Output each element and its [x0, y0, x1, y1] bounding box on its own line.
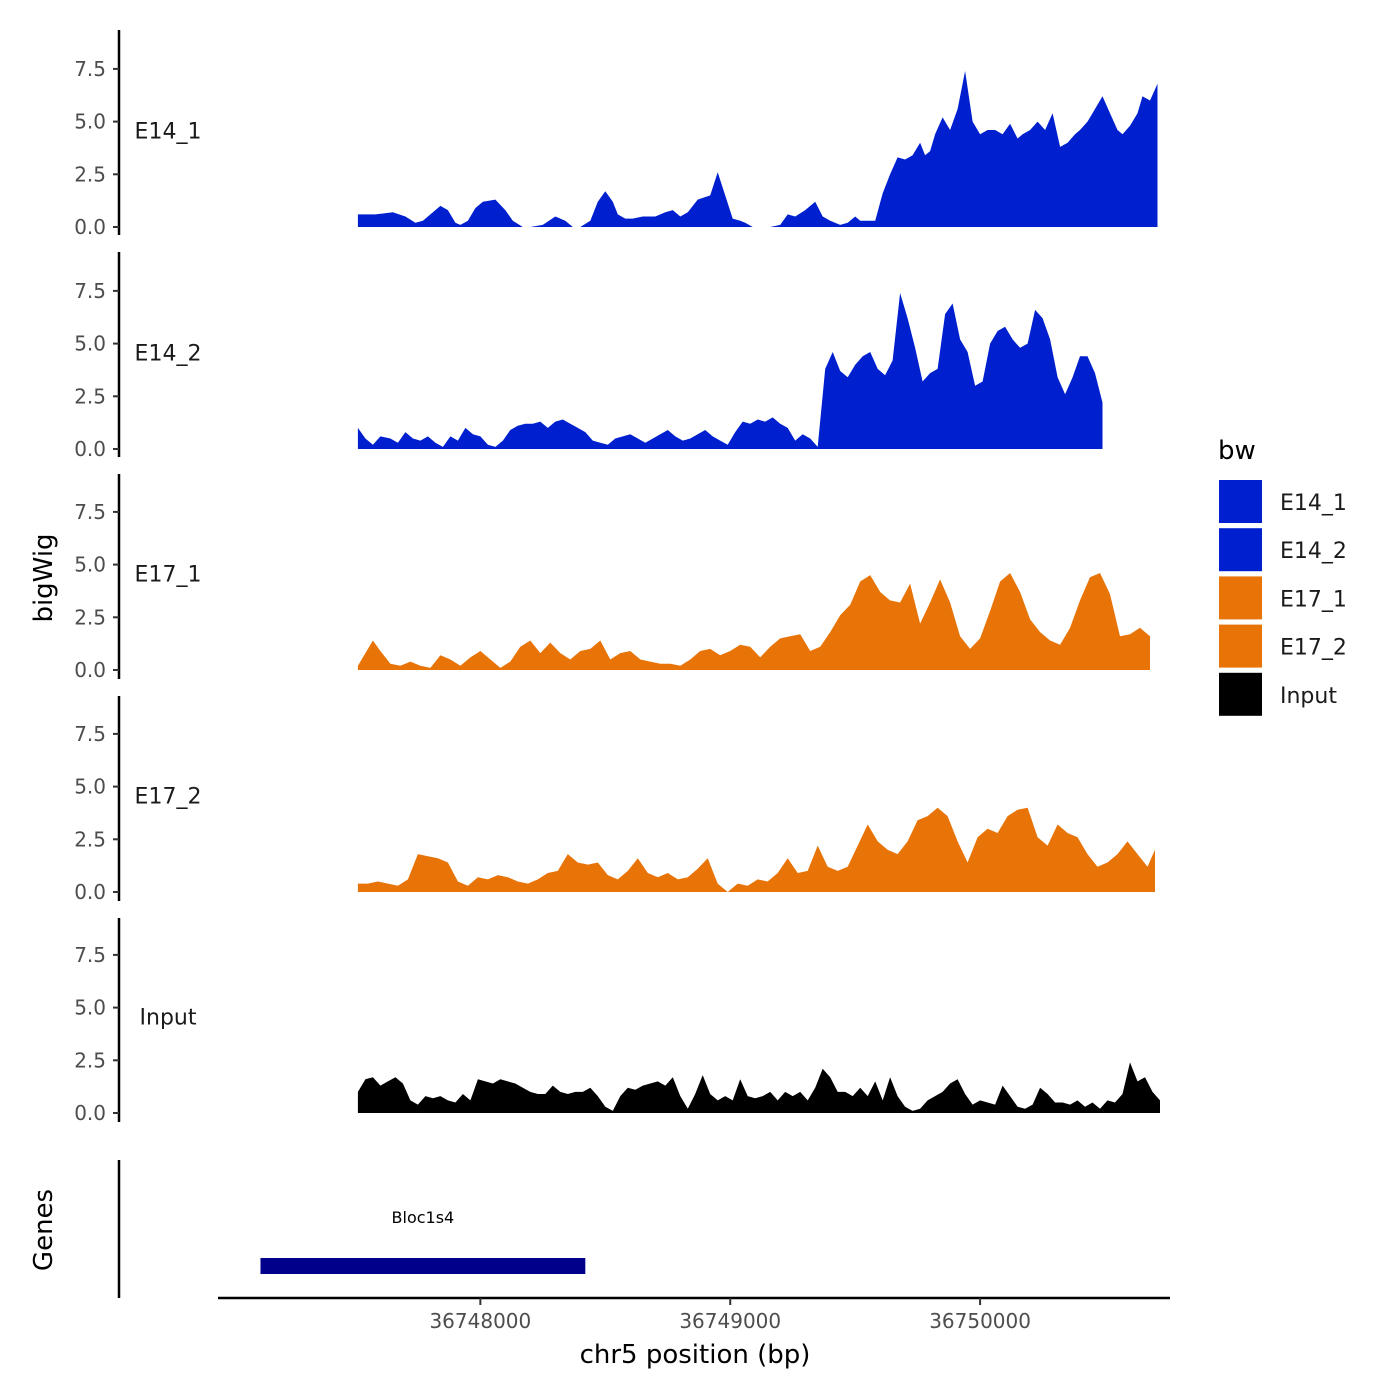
track-label: E17_2	[135, 784, 202, 809]
signal-area-e17-1	[357, 573, 1150, 670]
legend-swatch-input	[1219, 672, 1262, 716]
y-tick-label: 0.0	[74, 658, 106, 682]
y-tick-label: 7.5	[74, 500, 106, 524]
gene-bloc1s4	[260, 1258, 586, 1274]
signal-area-e14-1	[357, 71, 1158, 227]
signal-area-input	[357, 1062, 1160, 1113]
legend-swatch-e17-1	[1219, 576, 1262, 620]
x-tick-label: 36750000	[929, 1309, 1031, 1333]
x-axis: 36748000 36749000 36750000	[218, 1296, 1170, 1333]
track-e17-2: 0.0 2.5 5.0 7.5 E17_2	[74, 696, 1155, 904]
y-tick-label: 0.0	[74, 880, 106, 904]
track-input: 0.0 2.5 5.0 7.5 Input	[74, 918, 1160, 1125]
track-label: Input	[140, 1005, 197, 1030]
y-tick-label: 7.5	[74, 279, 106, 303]
y-tick-label: 2.5	[74, 162, 106, 186]
track-e17-1: 0.0 2.5 5.0 7.5 E17_1	[74, 474, 1150, 682]
y-tick-label: 0.0	[74, 437, 106, 461]
y-tick-label: 2.5	[74, 384, 106, 408]
y-tick-label: 5.0	[74, 332, 106, 356]
track-label: E14_2	[135, 341, 202, 366]
legend-swatch-e17-2	[1219, 624, 1262, 668]
legend-label-e14-2: E14_2	[1280, 539, 1347, 564]
legend-title: bw	[1218, 436, 1256, 466]
track-e14-2: 0.0 2.5 5.0 7.5 E14_2	[74, 252, 1103, 461]
y-tick-label: 7.5	[74, 722, 106, 746]
legend-swatch-e14-1	[1219, 480, 1262, 523]
y-tick-label: 5.0	[74, 775, 106, 799]
y-tick-label: 2.5	[74, 605, 106, 629]
legend: bw E14_1 E14_2 E17_1 E17_2 Input	[1218, 436, 1347, 716]
y-tick-label: 0.0	[74, 1101, 106, 1125]
y-tick-label: 2.5	[74, 1048, 106, 1072]
genes-track: Bloc1s4	[117, 1160, 586, 1298]
genes-axis-title: Genes	[29, 1189, 59, 1271]
y-tick-label: 2.5	[74, 827, 106, 851]
y-tick-label: 7.5	[74, 943, 106, 967]
legend-label-e17-2: E17_2	[1280, 636, 1347, 661]
signal-tracks: 0.0 2.5 5.0 7.5 E14_1 0.0 2.5 5.0 7.5 E14_2 0.0 2.5…	[74, 30, 1160, 1125]
legend-swatch-e14-2	[1219, 528, 1262, 572]
x-tick-label: 36748000	[429, 1309, 531, 1333]
track-e14-1: 0.0 2.5 5.0 7.5 E14_1	[74, 30, 1158, 239]
x-tick-label: 36749000	[679, 1309, 781, 1333]
signal-area-e14-2	[357, 293, 1103, 449]
y-tick-label: 5.0	[74, 110, 106, 134]
legend-label-e14-1: E14_1	[1280, 491, 1347, 516]
legend-label-e17-1: E17_1	[1280, 587, 1347, 612]
legend-label-input: Input	[1280, 684, 1337, 709]
y-tick-label: 7.5	[74, 57, 106, 81]
gene-label: Bloc1s4	[392, 1208, 455, 1227]
track-label: E14_1	[135, 119, 202, 144]
x-axis-title: chr5 position (bp)	[580, 1340, 811, 1370]
y-tick-label: 5.0	[74, 996, 106, 1020]
y-tick-label: 0.0	[74, 215, 106, 239]
track-label: E17_1	[135, 562, 202, 587]
signal-area-e17-2	[357, 807, 1155, 892]
y-tick-label: 5.0	[74, 553, 106, 577]
y-axis-title: bigWig	[29, 533, 59, 622]
